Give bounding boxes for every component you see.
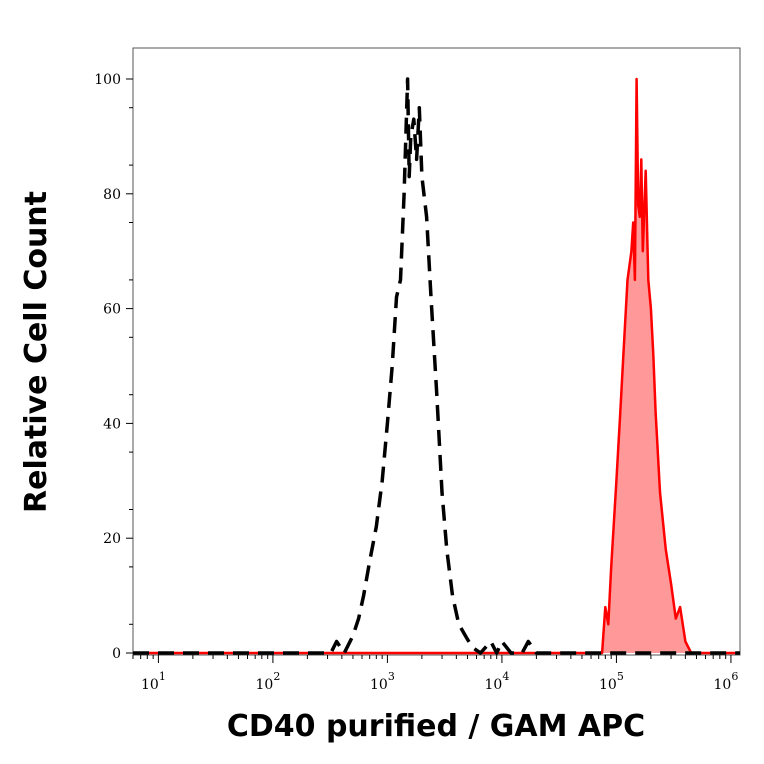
y-tick-label: 80 [103, 187, 121, 203]
plot-frame [132, 47, 741, 656]
x-tick-label: 105 [599, 670, 624, 693]
x-tick-exponent: 2 [273, 670, 280, 683]
x-tick-label: 103 [370, 670, 395, 693]
y-tick-label: 20 [103, 531, 121, 547]
x-tick-exponent: 6 [731, 670, 738, 683]
y-tick-label: 60 [103, 302, 121, 318]
y-axis-title: Relative Cell Count [19, 191, 54, 513]
x-tick-label: 101 [141, 670, 166, 693]
x-tick-exponent: 5 [617, 670, 624, 683]
y-tick-label: 0 [112, 646, 121, 662]
sample-histogram-line [133, 77, 740, 655]
x-tick-exponent: 3 [388, 670, 395, 683]
x-tick-exponent: 1 [159, 670, 166, 683]
y-tick-label: 40 [103, 416, 121, 432]
y-tick-label: 100 [94, 72, 121, 88]
control-histogram-line [133, 77, 740, 655]
x-tick-label: 104 [485, 670, 510, 693]
x-tick-label: 102 [255, 670, 280, 693]
x-axis-title: CD40 purified / GAM APC [227, 709, 645, 744]
x-tick-label: 106 [714, 670, 739, 693]
series-layer [133, 77, 740, 655]
x-tick-exponent: 4 [502, 670, 509, 683]
